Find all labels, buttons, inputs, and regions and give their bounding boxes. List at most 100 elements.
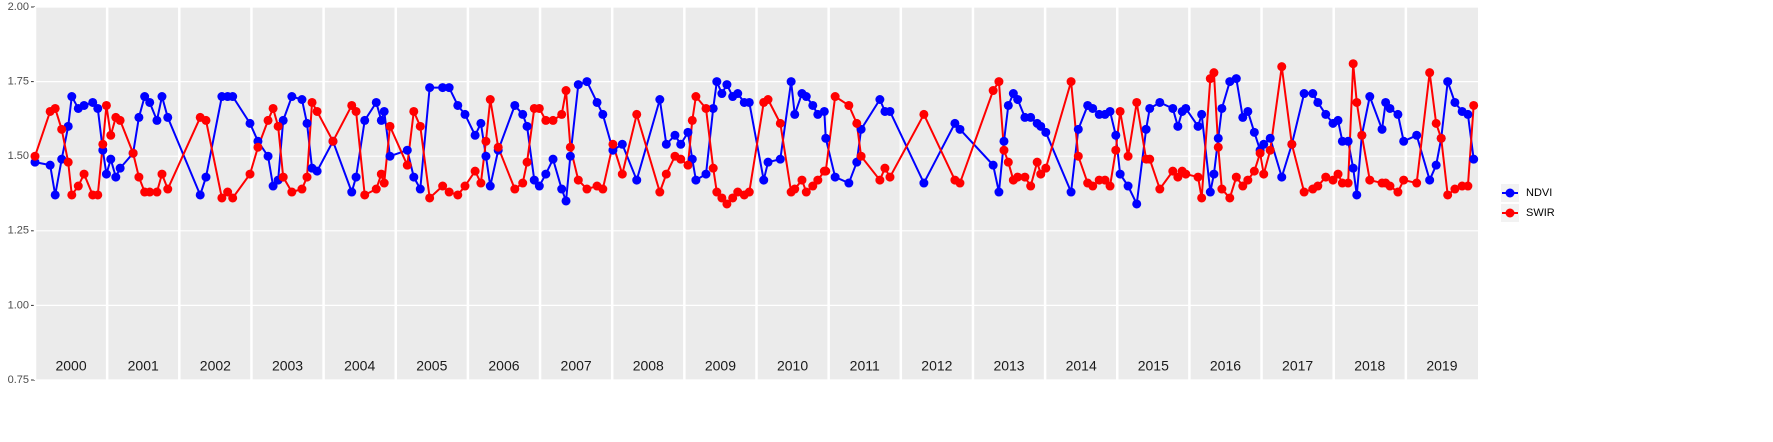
data-point [106, 154, 116, 164]
data-point [287, 187, 297, 197]
data-point [844, 100, 854, 110]
data-point [1436, 133, 1446, 143]
data-point [444, 187, 454, 197]
year-label: 2006 [488, 358, 519, 374]
data-point [73, 181, 83, 191]
data-point [518, 109, 528, 119]
y-tick-label: 0.75 [8, 374, 29, 386]
legend-label: NDVI [1526, 187, 1552, 199]
data-point [1365, 92, 1375, 102]
data-point [1450, 184, 1460, 194]
data-point [844, 178, 854, 188]
data-point [409, 172, 419, 182]
data-point [875, 175, 885, 185]
data-point [661, 139, 671, 149]
data-point [1141, 124, 1151, 134]
data-point [485, 181, 495, 191]
data-point [1243, 175, 1253, 185]
data-point [268, 181, 278, 191]
y-tick-label: 1.00 [8, 299, 29, 311]
data-point [655, 95, 665, 105]
data-point [115, 163, 125, 173]
data-point [919, 178, 929, 188]
data-point [880, 163, 890, 173]
data-point [453, 190, 463, 200]
data-point [1013, 172, 1023, 182]
data-point [797, 175, 807, 185]
data-point [885, 106, 895, 116]
data-point [701, 169, 711, 179]
data-point [632, 109, 642, 119]
data-point [360, 115, 370, 125]
data-point [297, 95, 307, 105]
data-point [88, 97, 98, 107]
data-point [312, 106, 322, 116]
data-point [1111, 145, 1121, 155]
data-point [1132, 97, 1142, 107]
data-point [1265, 133, 1275, 143]
data-point [994, 187, 1004, 197]
data-point [522, 157, 532, 167]
data-point [371, 184, 381, 194]
data-point [786, 77, 796, 87]
data-point [534, 181, 544, 191]
data-point [50, 103, 60, 113]
data-point [1469, 154, 1479, 164]
data-point [1238, 181, 1248, 191]
data-point [821, 166, 831, 176]
data-point [617, 139, 627, 149]
data-point [801, 187, 811, 197]
data-point [1443, 190, 1453, 200]
y-tick-label: 2.00 [8, 1, 29, 13]
data-point [1066, 77, 1076, 87]
data-point [1308, 89, 1318, 99]
data-point [1041, 127, 1051, 137]
data-point [1321, 109, 1331, 119]
data-point [691, 92, 701, 102]
data-point [1343, 178, 1353, 188]
data-point [360, 190, 370, 200]
data-point [476, 118, 486, 128]
data-point [712, 77, 722, 87]
year-label: 2015 [1138, 358, 1169, 374]
data-point [1073, 151, 1083, 161]
data-point [1277, 62, 1287, 72]
data-point [481, 136, 491, 146]
data-point [1155, 184, 1165, 194]
data-point [302, 118, 312, 128]
data-point [245, 118, 255, 128]
data-point [687, 115, 697, 125]
data-point [728, 193, 738, 203]
data-point [351, 106, 361, 116]
data-point [347, 187, 357, 197]
y-tick-label: 1.25 [8, 225, 29, 237]
data-point [470, 166, 480, 176]
data-point [1217, 103, 1227, 113]
data-point [438, 83, 448, 93]
data-point [278, 115, 288, 125]
data-point [1343, 136, 1353, 146]
data-point [717, 193, 727, 203]
data-point [676, 154, 686, 164]
y-tick-label: 1.75 [8, 76, 29, 88]
data-point [101, 100, 111, 110]
data-point [79, 100, 89, 110]
data-point [617, 169, 627, 179]
data-point [950, 118, 960, 128]
data-point [801, 92, 811, 102]
data-point [1231, 172, 1241, 182]
data-point [655, 187, 665, 197]
data-point [1193, 121, 1203, 131]
data-point [1352, 97, 1362, 107]
data-point [1431, 160, 1441, 170]
data-point [106, 130, 116, 140]
data-point [1259, 169, 1269, 179]
data-point [297, 184, 307, 194]
data-point [1348, 59, 1358, 69]
data-point [1105, 181, 1115, 191]
data-point [79, 169, 89, 179]
data-point [1213, 142, 1223, 152]
data-point [819, 106, 829, 116]
data-point [988, 86, 998, 96]
data-point [1313, 181, 1323, 191]
